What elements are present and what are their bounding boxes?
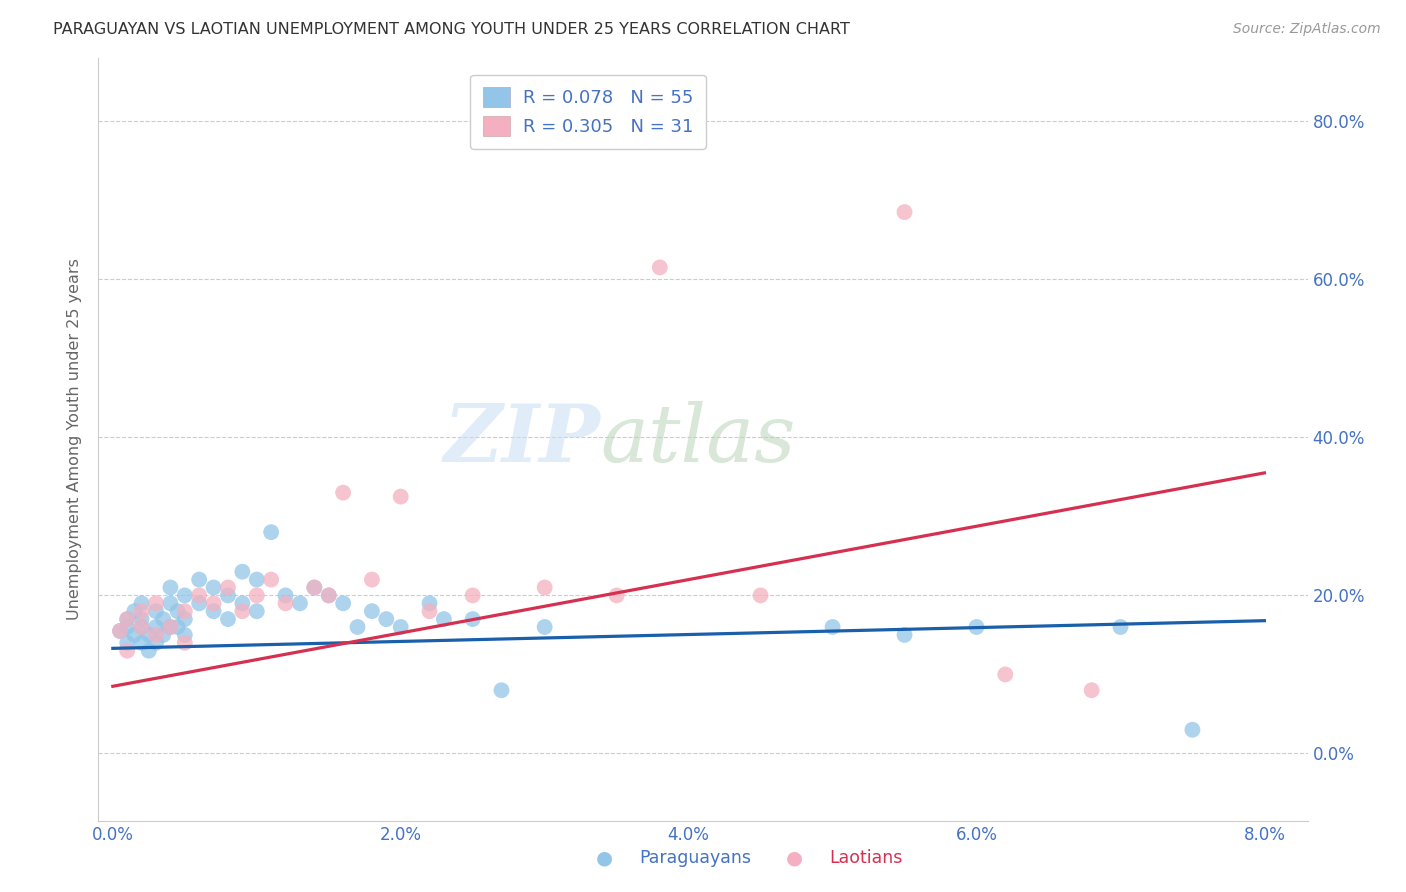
Text: PARAGUAYAN VS LAOTIAN UNEMPLOYMENT AMONG YOUTH UNDER 25 YEARS CORRELATION CHART: PARAGUAYAN VS LAOTIAN UNEMPLOYMENT AMONG…	[53, 22, 851, 37]
Point	[893, 205, 915, 219]
Point	[145, 620, 167, 634]
Point	[533, 581, 555, 595]
Point	[461, 588, 484, 602]
Point	[231, 565, 253, 579]
Point	[332, 596, 354, 610]
Point	[115, 612, 138, 626]
Point	[389, 620, 412, 634]
Point	[246, 573, 269, 587]
Text: ZIP: ZIP	[443, 401, 600, 478]
Point	[318, 588, 340, 602]
Point	[188, 596, 211, 610]
Point	[131, 620, 153, 634]
Point	[202, 604, 225, 618]
Point	[288, 596, 311, 610]
Text: Paraguayans: Paraguayans	[640, 849, 752, 867]
Point	[274, 588, 297, 602]
Point	[332, 485, 354, 500]
Point	[108, 624, 131, 638]
Point	[821, 620, 844, 634]
Point	[461, 612, 484, 626]
Text: Laotians: Laotians	[830, 849, 903, 867]
Point	[304, 581, 326, 595]
Point	[145, 604, 167, 618]
Point	[131, 636, 153, 650]
Point	[166, 604, 188, 618]
Point	[131, 612, 153, 626]
Point	[246, 588, 269, 602]
Point	[231, 596, 253, 610]
Point	[361, 604, 384, 618]
Point	[491, 683, 513, 698]
Point	[124, 604, 146, 618]
Point	[202, 596, 225, 610]
Point	[124, 628, 146, 642]
Point	[375, 612, 398, 626]
Text: atlas: atlas	[600, 401, 796, 478]
Point	[138, 628, 160, 642]
Point	[188, 573, 211, 587]
Point	[217, 588, 239, 602]
Point	[433, 612, 456, 626]
Point	[115, 612, 138, 626]
Point	[188, 588, 211, 602]
Point	[893, 628, 915, 642]
Point	[346, 620, 368, 634]
Point	[115, 644, 138, 658]
Point	[159, 620, 181, 634]
Point	[202, 581, 225, 595]
Point	[159, 620, 181, 634]
Point	[152, 612, 174, 626]
Point	[260, 573, 283, 587]
Text: Source: ZipAtlas.com: Source: ZipAtlas.com	[1233, 22, 1381, 37]
Text: ●: ●	[786, 848, 803, 868]
Point	[145, 636, 167, 650]
Point	[966, 620, 988, 634]
Point	[304, 581, 326, 595]
Point	[138, 644, 160, 658]
Point	[173, 612, 195, 626]
Legend: R = 0.078   N = 55, R = 0.305   N = 31: R = 0.078 N = 55, R = 0.305 N = 31	[470, 75, 706, 149]
Point	[152, 628, 174, 642]
Y-axis label: Unemployment Among Youth under 25 years: Unemployment Among Youth under 25 years	[67, 259, 83, 620]
Point	[173, 636, 195, 650]
Text: ●: ●	[596, 848, 613, 868]
Point	[749, 588, 772, 602]
Point	[145, 628, 167, 642]
Point	[389, 490, 412, 504]
Point	[1181, 723, 1204, 737]
Point	[108, 624, 131, 638]
Point	[131, 596, 153, 610]
Point	[173, 628, 195, 642]
Point	[166, 620, 188, 634]
Point	[217, 581, 239, 595]
Point	[217, 612, 239, 626]
Point	[159, 581, 181, 595]
Point	[159, 596, 181, 610]
Point	[173, 588, 195, 602]
Point	[533, 620, 555, 634]
Point	[231, 604, 253, 618]
Point	[115, 620, 138, 634]
Point	[260, 525, 283, 540]
Point	[648, 260, 671, 275]
Point	[318, 588, 340, 602]
Point	[246, 604, 269, 618]
Point	[131, 604, 153, 618]
Point	[131, 620, 153, 634]
Point	[418, 604, 440, 618]
Point	[1080, 683, 1102, 698]
Point	[418, 596, 440, 610]
Point	[361, 573, 384, 587]
Point	[994, 667, 1017, 681]
Point	[173, 604, 195, 618]
Point	[606, 588, 628, 602]
Point	[1109, 620, 1132, 634]
Point	[115, 636, 138, 650]
Point	[145, 596, 167, 610]
Point	[274, 596, 297, 610]
